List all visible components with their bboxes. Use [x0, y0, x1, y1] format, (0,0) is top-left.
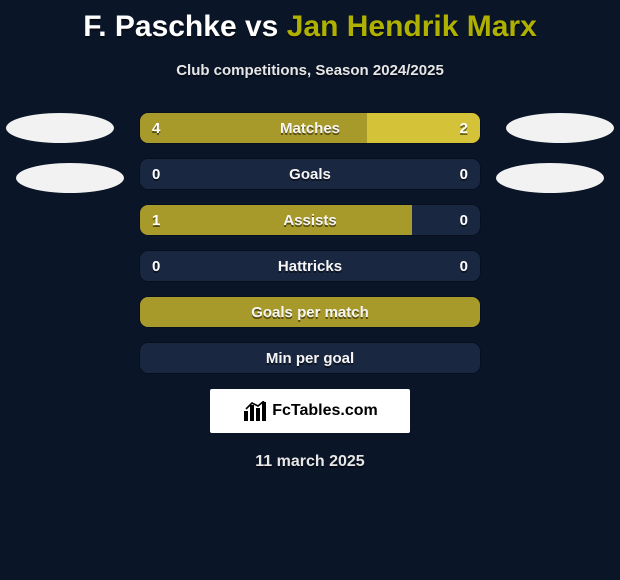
stat-row: Goals00 — [140, 159, 480, 189]
stat-row: Min per goal — [140, 343, 480, 373]
vs-label: vs — [245, 10, 278, 43]
date-label: 11 march 2025 — [0, 453, 620, 471]
stat-row: Goals per match — [140, 297, 480, 327]
comparison-title: F. Paschke vs Jan Hendrik Marx — [0, 0, 620, 44]
brand-text: FcTables.com — [272, 402, 378, 420]
player1-avatar-placeholder-2 — [16, 163, 124, 193]
brand-box[interactable]: FcTables.com — [210, 389, 410, 433]
brand-chart-icon — [242, 401, 268, 421]
stat-row: Matches42 — [140, 113, 480, 143]
player2-avatar-placeholder-2 — [496, 163, 604, 193]
stat-row: Hattricks00 — [140, 251, 480, 281]
player1-name: F. Paschke — [83, 10, 236, 43]
player2-name: Jan Hendrik Marx — [287, 10, 537, 43]
player1-avatar-placeholder — [6, 113, 114, 143]
comparison-chart: Matches42 Goals00 Assists10 Hattricks00 Goal… — [0, 113, 620, 373]
stat-rows: Matches42 Goals00 Assists10 Hattricks00 Goal… — [140, 113, 480, 373]
subtitle: Club competitions, Season 2024/2025 — [0, 62, 620, 79]
stat-row: Assists10 — [140, 205, 480, 235]
player2-avatar-placeholder — [506, 113, 614, 143]
